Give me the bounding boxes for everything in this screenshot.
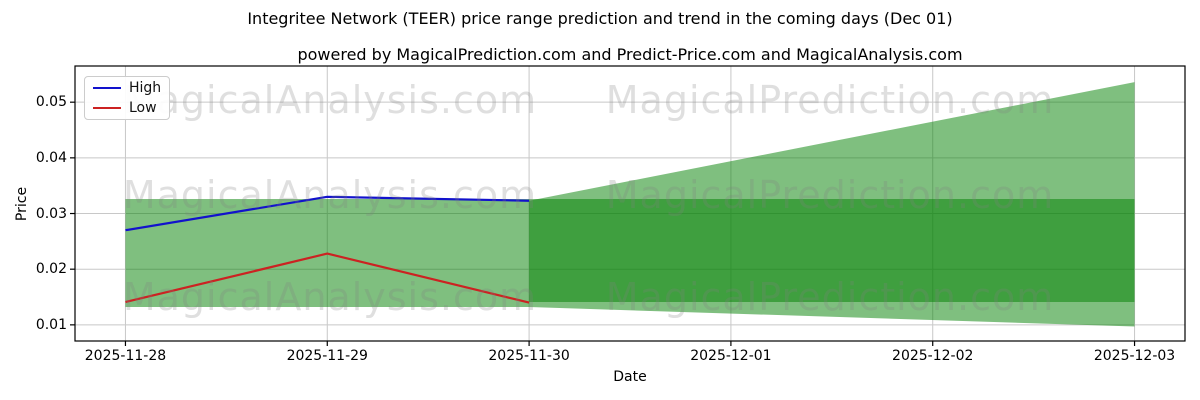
low-line: [125, 252, 530, 304]
x-axis-label: Date: [613, 369, 647, 385]
chart-title: Integritee Network (TEER) price range pr…: [247, 9, 953, 28]
legend-entry-high: High: [93, 80, 169, 96]
legend: High Low: [84, 76, 170, 120]
y-axis-label: Price: [14, 186, 30, 222]
y-tick-label: 0.01: [35, 316, 67, 333]
chart-subtitle: powered by MagicalPrediction.com and Pre…: [297, 45, 963, 64]
x-tick-label: 2025-11-30: [488, 348, 570, 364]
legend-high-line-swatch: [93, 87, 121, 90]
y-tick-label: 0.04: [35, 149, 67, 166]
plot-frame: [74, 65, 1186, 342]
legend-low-line-swatch: [93, 106, 121, 109]
legend-high-label: High: [129, 80, 162, 97]
x-tick-label: 2025-12-02: [892, 348, 974, 364]
legend-low-label: Low: [129, 99, 157, 116]
y-tick-label: 0.05: [35, 94, 67, 111]
x-tick-label: 2025-12-01: [690, 348, 772, 364]
forecast-range-band: [529, 199, 1135, 303]
x-tick-label: 2025-12-03: [1093, 348, 1176, 364]
legend-entry-low: Low: [93, 100, 169, 116]
x-tick-label: 2025-11-29: [286, 348, 368, 364]
y-tick-label: 0.02: [35, 261, 67, 278]
y-tick-label: 0.03: [35, 205, 67, 222]
high-line: [125, 195, 530, 232]
x-tick-label: 2025-11-28: [84, 348, 167, 364]
